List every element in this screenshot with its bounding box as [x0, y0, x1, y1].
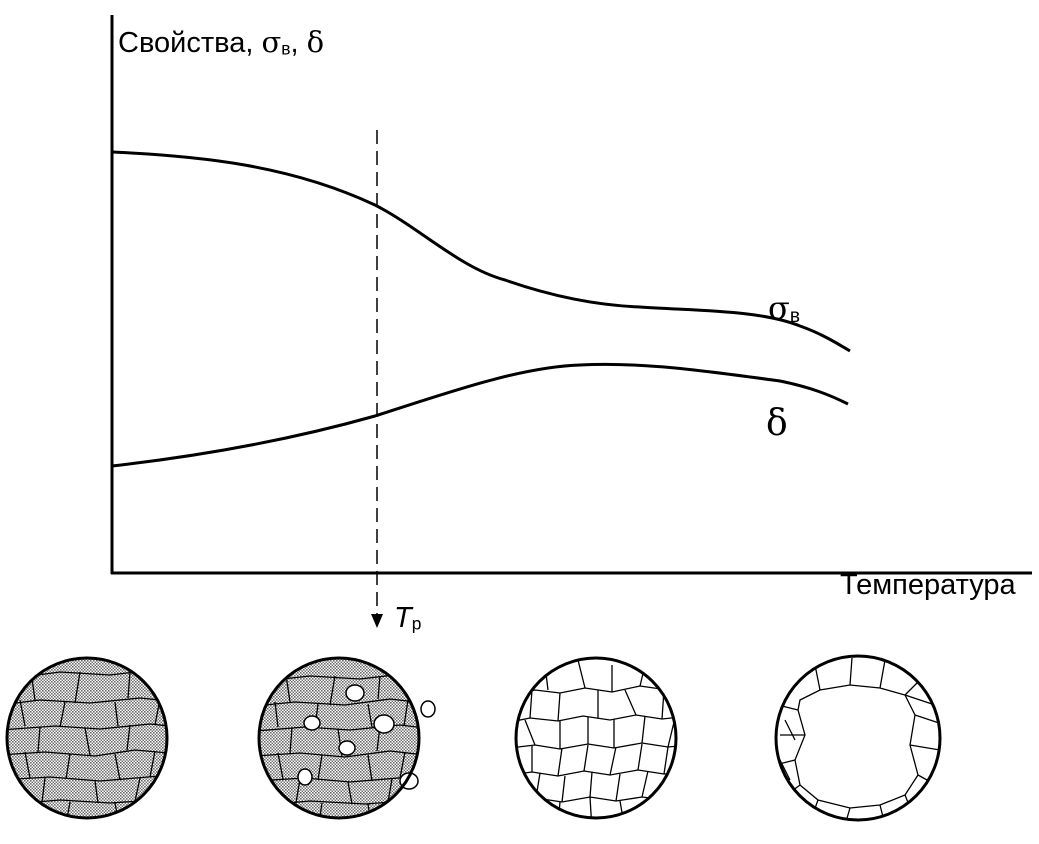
microstructure-deformed [5, 656, 169, 820]
microstructure-recrystallization-start [257, 656, 436, 820]
microstructure-grain-growth [774, 654, 942, 822]
recrystallization-temp-label: Tр [394, 602, 422, 634]
microstructure-recrystallized [514, 656, 678, 820]
arrow-down-icon [371, 614, 383, 628]
y-axis-title: Свойства, σв, δ [118, 25, 325, 59]
delta-curve-label: δ [766, 403, 788, 444]
sigma-curve-label: σв [768, 289, 801, 327]
sigma-curve [111, 150, 851, 353]
delta-curve [111, 362, 849, 468]
x-axis-title: Температура [840, 569, 1016, 601]
